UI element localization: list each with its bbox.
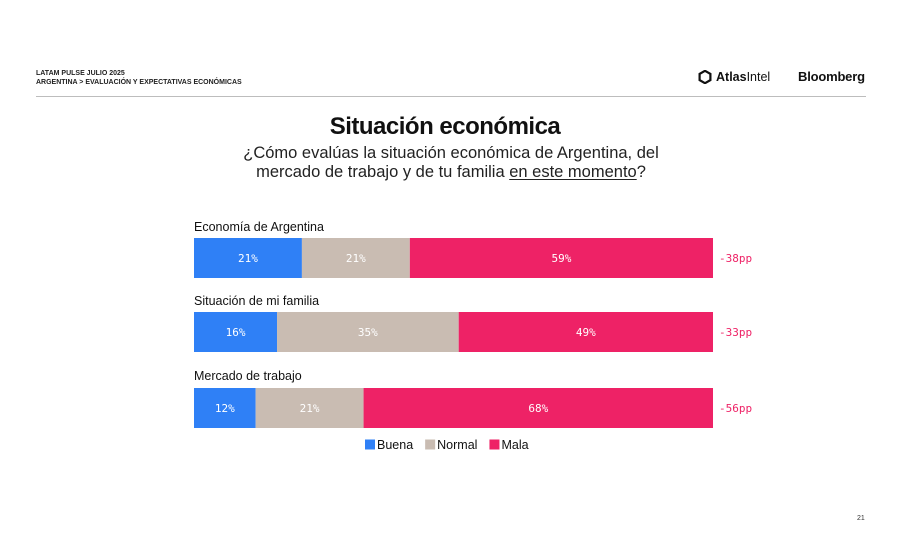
atlasintel-wordmark: AtlasIntel <box>716 70 770 84</box>
data-label: 16% <box>226 326 246 339</box>
legend-swatch-buena <box>365 439 375 450</box>
category-label: Situación de mi familia <box>194 294 319 308</box>
bar-segment-mala <box>409 238 713 278</box>
atlasintel-logo-icon <box>698 70 712 84</box>
report-header: LATAM PULSE JULIO 2025 ARGENTINA > EVALU… <box>36 69 242 87</box>
data-label: 21% <box>238 252 258 265</box>
bar-segment-mala <box>458 312 713 352</box>
data-label: 59% <box>551 252 571 265</box>
bar-segment-mala <box>363 388 713 428</box>
chart-subtitle: ¿Cómo evalúas la situación económica de … <box>0 144 900 182</box>
data-label: 21% <box>346 252 366 265</box>
data-label: 12% <box>215 402 235 415</box>
legend-label-buena: Buena <box>377 438 413 452</box>
chart-title: Situación económica <box>329 113 561 140</box>
net-value-label: -38pp <box>719 252 752 265</box>
category-label: Mercado de trabajo <box>194 369 302 383</box>
bar-segment-buena <box>194 388 256 428</box>
bar-segment-normal <box>301 238 410 278</box>
page-number: 21 <box>857 515 865 522</box>
data-label: 35% <box>358 326 378 339</box>
header-divider <box>36 96 866 97</box>
subtitle-line2: mercado de trabajo y de tu familia en es… <box>0 163 900 182</box>
net-value-label: -56pp <box>719 402 752 415</box>
report-header-line2: ARGENTINA > EVALUACIÓN Y EXPECTATIVAS EC… <box>36 79 242 86</box>
atlasintel-wordmark-part2: Intel <box>746 70 771 84</box>
legend-swatch-mala <box>489 439 500 450</box>
atlasintel-brand: AtlasIntel <box>698 68 770 86</box>
report-header-line1: LATAM PULSE JULIO 2025 <box>36 70 125 77</box>
bloomberg-brand: Bloomberg <box>798 69 865 84</box>
subtitle-underlined-text: en este momento <box>509 163 637 181</box>
bar-segment-buena <box>194 312 278 352</box>
legend-label-mala: Mala <box>501 438 528 452</box>
category-label: Economía de Argentina <box>194 220 324 234</box>
bar-segment-normal <box>255 388 364 428</box>
subtitle-line2-suffix: ? <box>636 163 646 181</box>
bar-segment-normal <box>277 312 459 352</box>
atlasintel-wordmark-part1: Atlas <box>716 70 747 84</box>
subtitle-line2-prefix: mercado de trabajo y de tu familia <box>256 163 510 181</box>
data-label: 68% <box>528 402 548 415</box>
subtitle-line1: ¿Cómo evalúas la situación económica de … <box>243 144 659 162</box>
net-value-label: -33pp <box>719 326 752 339</box>
legend-label-normal: Normal <box>437 438 477 452</box>
data-label: 49% <box>576 326 596 339</box>
data-label: 21% <box>300 402 320 415</box>
legend-swatch-normal <box>425 439 436 450</box>
bar-segment-buena <box>194 238 302 278</box>
